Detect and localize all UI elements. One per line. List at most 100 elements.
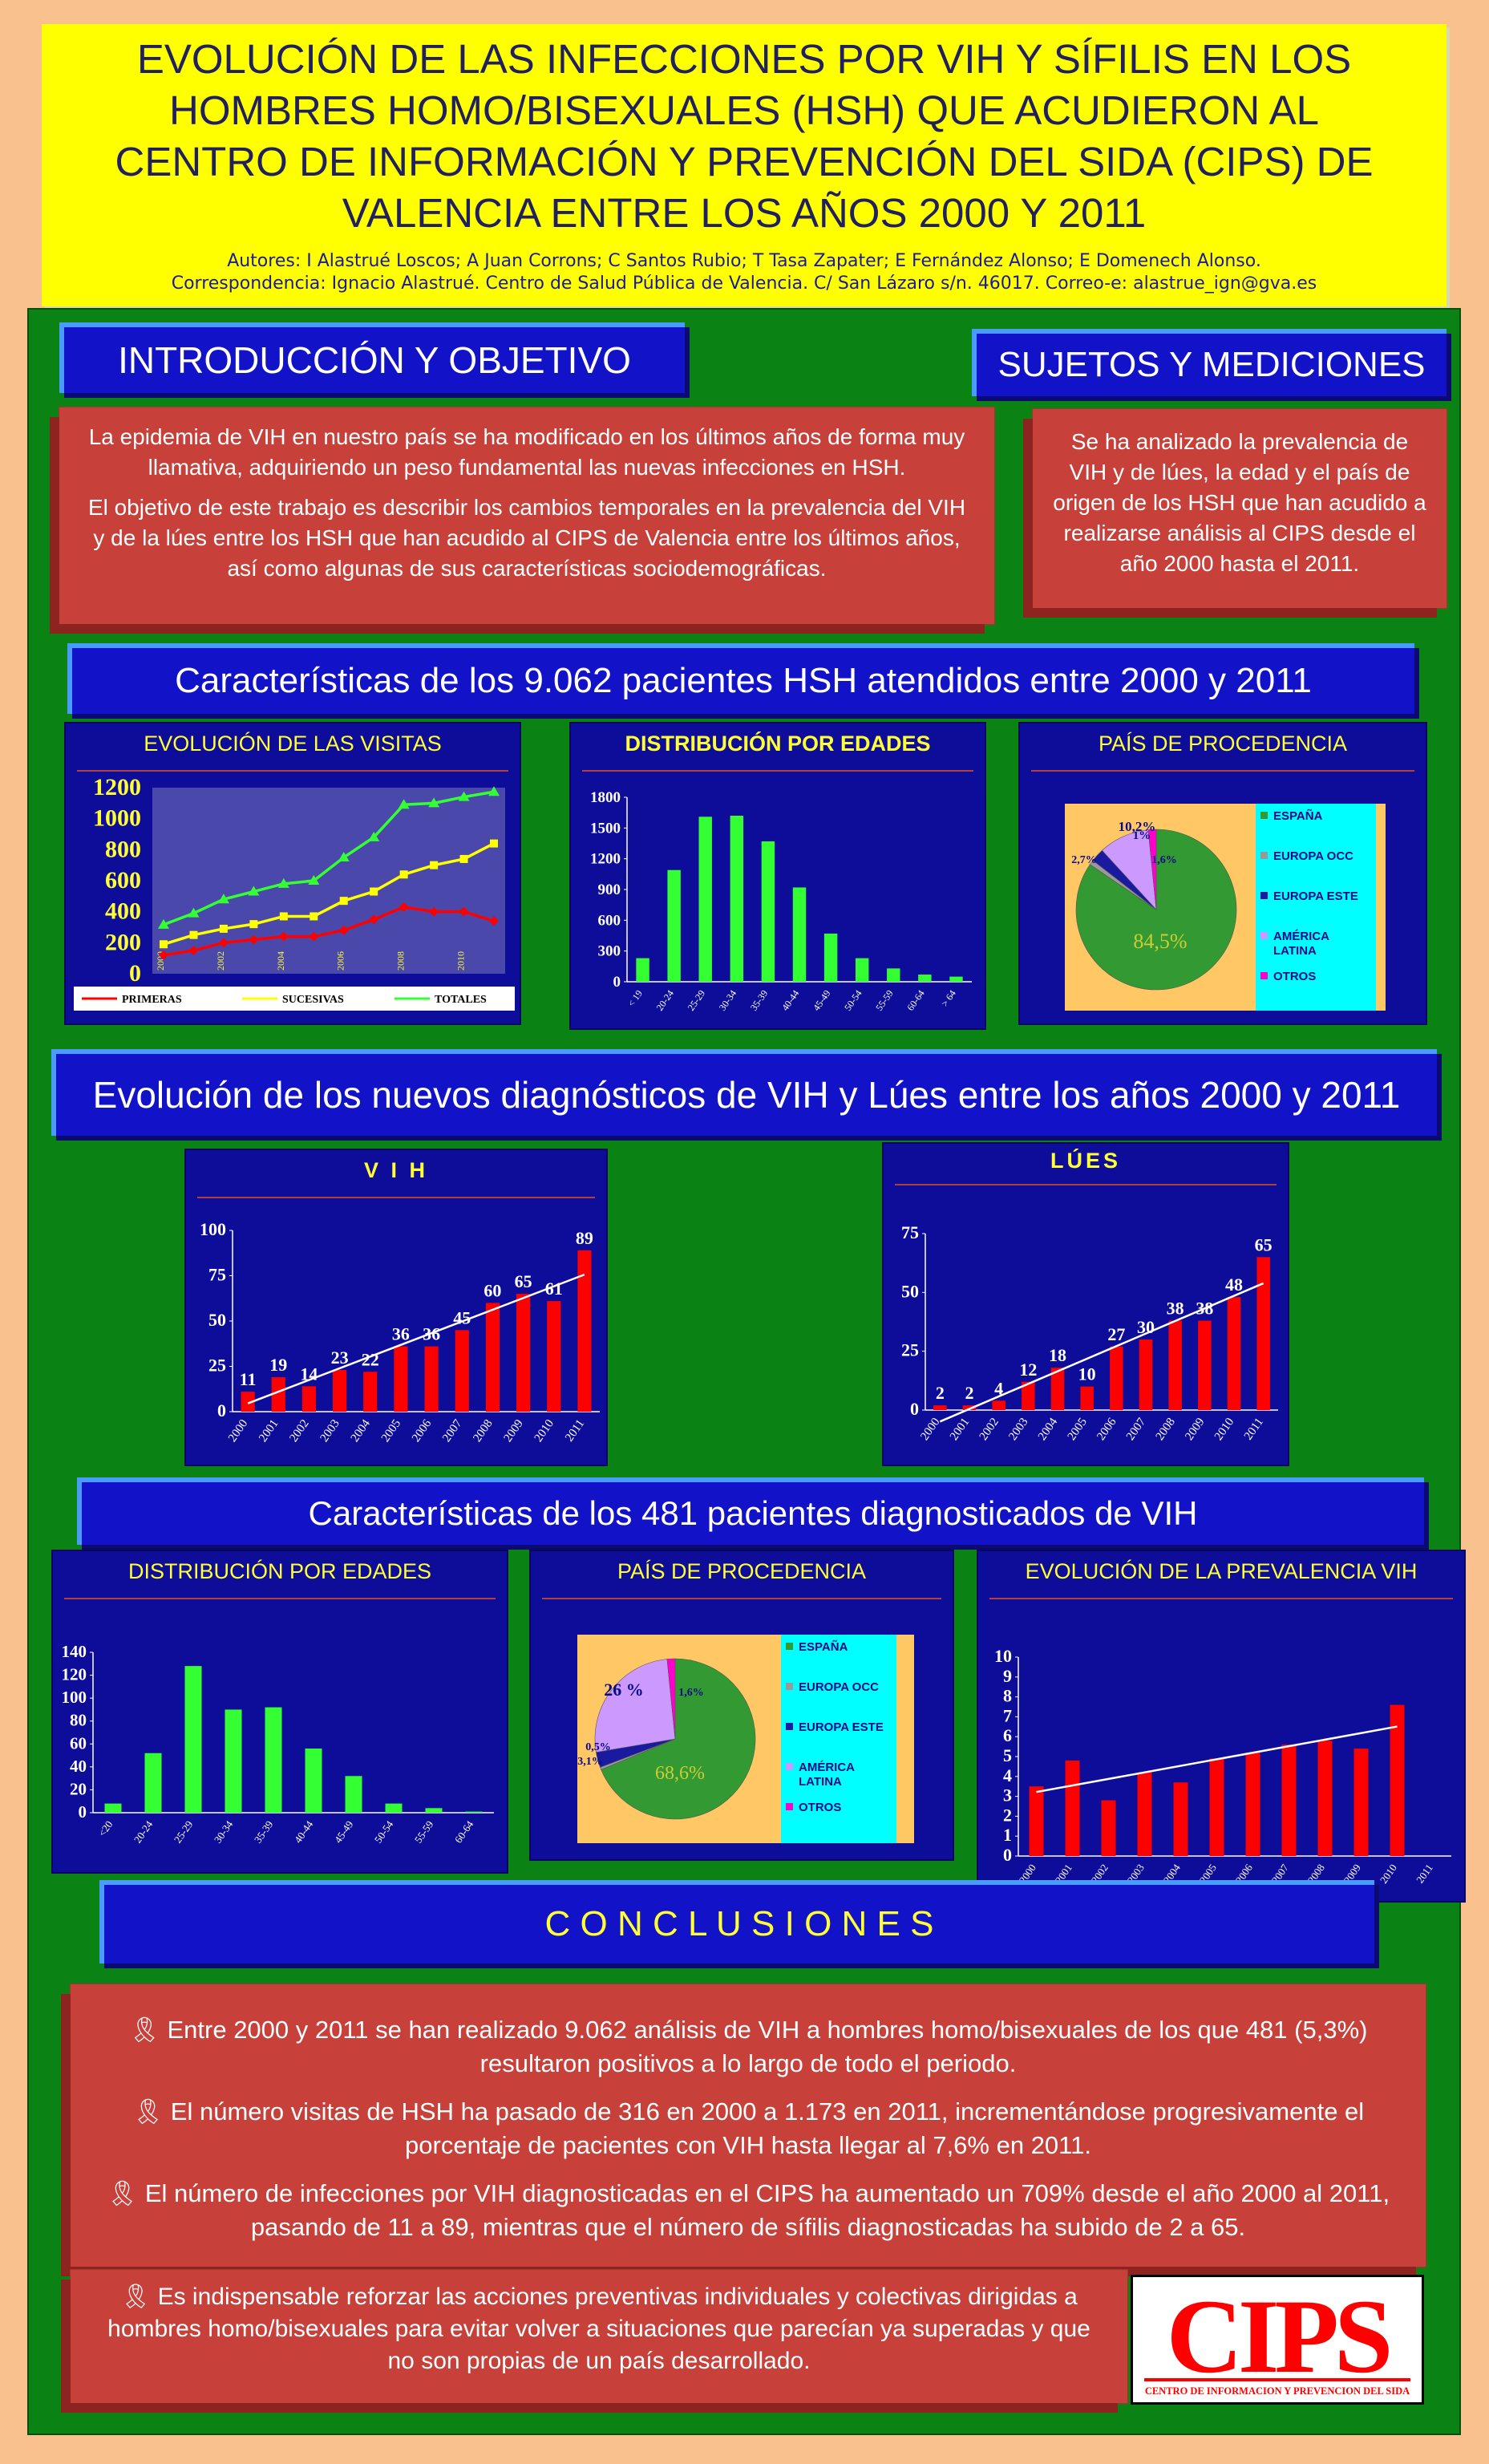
pie-slice bbox=[594, 1659, 676, 1753]
conclusions-box: 🎗 Entre 2000 y 2011 se han realizado 9.0… bbox=[71, 1984, 1426, 2267]
pie-label: 1,6% bbox=[1151, 854, 1177, 866]
x-tick-label: 2010 bbox=[1212, 1416, 1236, 1443]
intro-paragraph-1: La epidemia de VIH en nuestro país se ha… bbox=[88, 424, 965, 480]
bar bbox=[792, 887, 807, 982]
y-tick-label: 200 bbox=[105, 929, 141, 955]
chart-pais-vih-title: PAÍS DE PROCEDENCIA bbox=[617, 1559, 867, 1583]
trend-line bbox=[247, 1273, 585, 1404]
legend-swatch bbox=[786, 1803, 793, 1810]
x-tick-label: 2007 bbox=[440, 1417, 465, 1445]
data-label: 65 bbox=[515, 1271, 532, 1291]
legend-swatch bbox=[786, 1643, 793, 1650]
y-tick-label: 10 bbox=[994, 1646, 1012, 1666]
data-label: 38 bbox=[1167, 1299, 1184, 1319]
x-tick-label: 2004 bbox=[275, 951, 286, 971]
x-tick-label: 50-54 bbox=[372, 1818, 396, 1846]
legend-swatch bbox=[1260, 932, 1268, 939]
chart-pais-vih-panel: PAÍS DE PROCEDENCIA 68,6% 0,5% 3,1% 26 % 1,6… bbox=[529, 1550, 954, 1861]
data-label: 89 bbox=[576, 1228, 593, 1248]
y-tick-label: 100 bbox=[200, 1219, 226, 1239]
legend-label: ESPAÑA bbox=[799, 1639, 848, 1654]
trend-line bbox=[1036, 1725, 1398, 1793]
series-point bbox=[369, 914, 379, 925]
bar bbox=[918, 975, 932, 982]
y-tick-label: 100 bbox=[62, 1688, 87, 1707]
ribbon-icon: 🎗 bbox=[106, 2179, 145, 2207]
x-tick-label: 60-64 bbox=[452, 1818, 476, 1846]
x-tick-label: 2010 bbox=[532, 1417, 556, 1445]
data-label: 23 bbox=[331, 1348, 349, 1368]
x-tick-label: <20 bbox=[96, 1818, 115, 1838]
conclusions-heading-text: C O N C L U S I O N E S bbox=[544, 1904, 934, 1943]
legend-swatch bbox=[786, 1723, 793, 1730]
series-point bbox=[339, 897, 348, 906]
y-tick-label: 5 bbox=[1003, 1745, 1012, 1765]
y-tick-label: 140 bbox=[62, 1642, 87, 1661]
bar bbox=[1029, 1786, 1044, 1856]
x-tick-label: 2011 bbox=[1414, 1862, 1435, 1886]
chart-prevalencia-title: EVOLUCIÓN DE LA PREVALENCIA VIH bbox=[1025, 1559, 1418, 1583]
legend-label: EUROPA ESTE bbox=[799, 1720, 884, 1734]
legend-swatch bbox=[786, 1763, 793, 1770]
series-point bbox=[398, 799, 410, 809]
y-tick-label: 120 bbox=[62, 1665, 87, 1684]
title-underline bbox=[989, 1598, 1453, 1599]
series-point bbox=[429, 906, 439, 917]
ribbon-icon: 🎗 bbox=[128, 2016, 168, 2044]
legend-label: AMÉRICA bbox=[799, 1761, 855, 1774]
bar bbox=[424, 1346, 439, 1412]
y-tick-label: 600 bbox=[105, 867, 141, 894]
pie-label: 1% bbox=[1133, 829, 1151, 842]
data-label: 2 bbox=[936, 1383, 945, 1403]
pie-label: 1,6% bbox=[678, 1687, 704, 1699]
plot-area bbox=[152, 788, 505, 974]
x-tick-label: 2010 bbox=[455, 951, 467, 971]
x-tick-label: 2007 bbox=[1124, 1416, 1149, 1443]
ribbon-icon: 🎗 bbox=[120, 2284, 158, 2310]
y-tick-label: 0 bbox=[79, 1802, 87, 1822]
x-tick-label: 2008 bbox=[1154, 1416, 1178, 1443]
series-point bbox=[188, 907, 200, 918]
x-tick-label: 2003 bbox=[318, 1417, 342, 1445]
y-tick-label: 300 bbox=[598, 943, 621, 960]
x-tick-label: 2010 bbox=[1378, 1862, 1399, 1886]
bar bbox=[305, 1749, 322, 1813]
chart-edades-hsh: 0 300 600 900 1200 1500 1800 < 19 20-24 25-29 30-3… bbox=[590, 789, 972, 1013]
title-underline bbox=[77, 770, 508, 772]
y-tick-label: 1000 bbox=[93, 805, 141, 832]
bar bbox=[271, 1377, 285, 1412]
bar bbox=[144, 1753, 162, 1813]
chart-pais-hsh: 84,5% 1% 2,7% 10,2% 1,6% ESPAÑA EUROPA OCC EURO… bbox=[1065, 804, 1386, 1011]
x-tick-label: 2002 bbox=[977, 1416, 1001, 1443]
trend-line bbox=[939, 1282, 1264, 1423]
x-tick-label: 2005 bbox=[1066, 1416, 1090, 1443]
series-point bbox=[399, 870, 408, 879]
series-point bbox=[158, 918, 169, 929]
y-tick-label: 0 bbox=[129, 960, 141, 987]
pie-label: 68,6% bbox=[655, 1763, 705, 1784]
bar bbox=[855, 958, 869, 982]
series-point bbox=[399, 902, 409, 912]
data-label: 18 bbox=[1049, 1345, 1066, 1365]
legend-label: PRIMERAS bbox=[122, 994, 182, 1006]
series-point bbox=[368, 831, 380, 841]
chart-edades-vih-title: DISTRIBUCIÓN POR EDADES bbox=[127, 1559, 432, 1583]
conclusion-item-4: 🎗 Es indispensable reforzar las acciones… bbox=[107, 2284, 1090, 2374]
sujetos-heading-text: SUJETOS Y MEDICIONES bbox=[997, 345, 1426, 384]
x-tick-label: 25-29 bbox=[686, 988, 708, 1013]
chart-visitas-title: EVOLUCIÓN DE LAS VISITAS bbox=[144, 732, 442, 756]
series-point bbox=[459, 906, 469, 917]
series-point bbox=[338, 852, 350, 861]
bar bbox=[455, 1330, 469, 1412]
bar bbox=[992, 1400, 1005, 1410]
bar bbox=[104, 1803, 122, 1813]
section1-heading: Características de los 9.062 pacientes H… bbox=[67, 643, 1414, 714]
bar bbox=[636, 958, 649, 982]
section2-heading-text: Evolución de los nuevos diagnósticos de … bbox=[92, 1074, 1401, 1116]
bar bbox=[1198, 1320, 1212, 1410]
y-tick-label: 60 bbox=[70, 1733, 87, 1753]
y-tick-label: 0 bbox=[217, 1400, 226, 1420]
bar bbox=[265, 1707, 282, 1813]
